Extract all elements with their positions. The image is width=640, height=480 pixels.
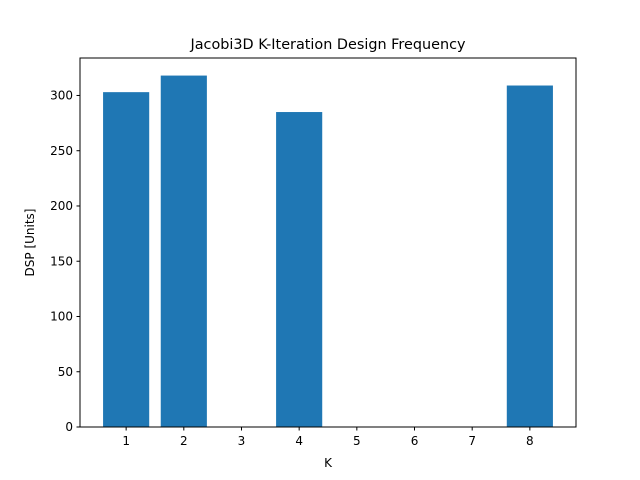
x-tick-label: 8 <box>526 434 534 448</box>
x-axis-ticks: 1 2 3 4 5 6 7 8 <box>122 427 534 448</box>
bars <box>103 75 553 428</box>
y-tick-label: 50 <box>58 365 73 379</box>
x-tick-label: 1 <box>122 434 130 448</box>
plot-area <box>80 58 576 427</box>
x-tick-label: 5 <box>353 434 361 448</box>
x-axis-label: K <box>324 456 333 470</box>
y-tick-label: 150 <box>50 254 73 268</box>
y-axis-label: DSP [Units] <box>23 209 37 277</box>
chart-title: Jacobi3D K-Iteration Design Frequency <box>189 37 466 53</box>
bar-k-4 <box>276 112 323 427</box>
x-tick-label: 4 <box>295 434 303 448</box>
y-tick-label: 250 <box>50 144 73 158</box>
x-tick-label: 3 <box>238 434 246 448</box>
y-axis-ticks: 0 50 100 150 200 250 300 <box>50 89 80 434</box>
bar-k-2 <box>160 75 207 427</box>
bar-k-1 <box>103 92 150 428</box>
plot-frame <box>79 57 577 428</box>
x-tick-label: 7 <box>468 434 476 448</box>
bar-k-8 <box>506 85 553 428</box>
y-tick-label: 200 <box>50 199 73 213</box>
y-tick-label: 100 <box>50 310 73 324</box>
x-tick-label: 6 <box>411 434 419 448</box>
y-tick-label: 0 <box>65 420 73 434</box>
x-tick-label: 2 <box>180 434 188 448</box>
y-tick-label: 300 <box>50 89 73 103</box>
